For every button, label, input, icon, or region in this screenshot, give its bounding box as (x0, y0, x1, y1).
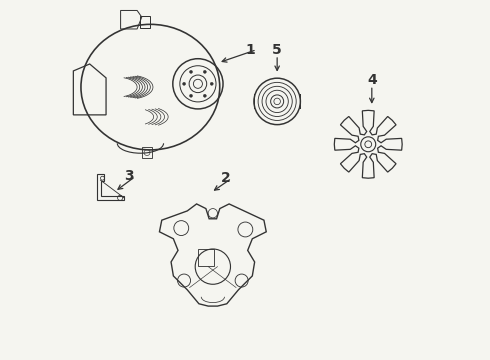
Text: 5: 5 (272, 42, 282, 57)
Circle shape (190, 94, 193, 97)
Text: 3: 3 (124, 170, 134, 184)
Circle shape (210, 82, 213, 85)
Text: 4: 4 (367, 73, 377, 87)
Circle shape (190, 70, 193, 73)
Circle shape (203, 70, 206, 73)
Circle shape (203, 94, 206, 97)
Circle shape (183, 82, 186, 85)
Text: 1: 1 (245, 42, 255, 57)
Text: 2: 2 (220, 171, 230, 185)
